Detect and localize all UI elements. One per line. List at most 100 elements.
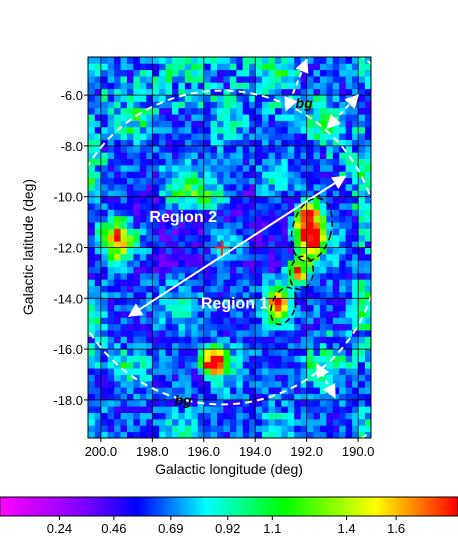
map-cell: [178, 120, 185, 128]
map-cell: [197, 247, 205, 255]
map-cell: [261, 120, 269, 128]
map-cell: [152, 158, 160, 166]
map-cell: [126, 158, 134, 166]
map-cell: [223, 342, 230, 350]
map-cell: [358, 406, 365, 413]
map-cell: [306, 82, 314, 90]
map-cell: [165, 349, 173, 356]
map-cell: [268, 412, 275, 420]
colorbar-tick-label: 0.69: [158, 521, 183, 536]
map-cell: [210, 387, 218, 394]
map-cell: [94, 247, 102, 255]
map-cell: [313, 120, 320, 128]
map-cell: [165, 342, 173, 350]
map-cell: [268, 317, 275, 325]
map-cell: [280, 323, 288, 331]
map-cell: [178, 171, 185, 179]
map-cell: [274, 380, 282, 388]
map-cell: [332, 222, 340, 229]
map-cell: [242, 387, 250, 394]
map-cell: [139, 76, 147, 83]
map-cell: [274, 190, 282, 198]
map-cell: [261, 215, 269, 223]
map-cell: [293, 171, 301, 179]
map-cell: [306, 203, 314, 210]
map-cell: [94, 190, 102, 198]
map-cell: [100, 336, 108, 344]
map-cell: [332, 126, 340, 134]
map-cell: [332, 158, 340, 166]
map-cell: [88, 69, 95, 77]
map-cell: [358, 253, 365, 261]
map-cell: [351, 279, 359, 286]
map-cell: [126, 330, 134, 337]
map-cell: [338, 139, 346, 147]
map-cell: [190, 133, 198, 140]
map-cell: [145, 374, 153, 382]
map-cell: [261, 431, 269, 438]
y-tick-label: -6.0: [61, 88, 83, 103]
map-cell: [145, 349, 153, 356]
map-cell: [203, 323, 211, 331]
map-cell: [113, 82, 121, 90]
map-cell: [94, 95, 102, 102]
map-cell: [139, 63, 147, 71]
map-cell: [216, 82, 224, 90]
map-cell: [94, 387, 102, 394]
map-cell: [197, 368, 205, 375]
map-cell: [210, 63, 218, 71]
map-cell: [287, 69, 295, 77]
map-cell: [287, 418, 295, 426]
map-cell: [364, 76, 371, 83]
map-cell: [274, 361, 282, 369]
map-cell: [152, 101, 160, 109]
map-cell: [351, 330, 359, 337]
map-cell: [358, 311, 365, 318]
map-cell: [364, 57, 371, 64]
map-cell: [280, 336, 288, 344]
map-cell: [113, 152, 121, 159]
map-cell: [152, 177, 160, 185]
map-cell: [332, 82, 340, 90]
map-cell: [88, 241, 95, 248]
map-cell: [171, 380, 179, 388]
map-cell: [190, 349, 198, 356]
map-cell: [358, 196, 365, 204]
map-cell: [313, 107, 320, 115]
map-cell: [165, 412, 173, 420]
map-cell: [184, 247, 192, 255]
map-cell: [178, 431, 185, 438]
map-cell: [300, 412, 308, 420]
x-axis-title: Galactic longitude (deg): [155, 461, 303, 477]
map-cell: [145, 69, 153, 77]
map-cell: [287, 196, 295, 204]
map-cell: [88, 393, 95, 401]
map-cell: [171, 304, 179, 312]
map-cell: [332, 266, 340, 274]
map-cell: [223, 285, 230, 293]
map-cell: [255, 330, 263, 337]
map-cell: [274, 253, 282, 261]
map-cell: [325, 361, 333, 369]
map-cell: [190, 311, 198, 318]
map-cell: [165, 279, 173, 286]
map-cell: [158, 63, 166, 71]
map-cell: [190, 57, 198, 64]
map-cell: [255, 177, 263, 185]
map-cell: [120, 241, 127, 248]
map-cell: [287, 355, 295, 363]
map-cell: [158, 412, 166, 420]
map-cell: [261, 272, 269, 280]
region-label: Region 2: [149, 209, 217, 226]
map-cell: [145, 311, 153, 318]
map-cell: [338, 190, 346, 198]
map-cell: [338, 234, 346, 242]
map-cell: [126, 355, 134, 363]
map-cell: [351, 196, 359, 204]
map-cell: [113, 101, 121, 109]
map-cell: [203, 374, 211, 382]
map-cell: [332, 336, 340, 344]
map-cell: [133, 412, 140, 420]
map-cell: [261, 247, 269, 255]
map-cell: [274, 209, 282, 217]
